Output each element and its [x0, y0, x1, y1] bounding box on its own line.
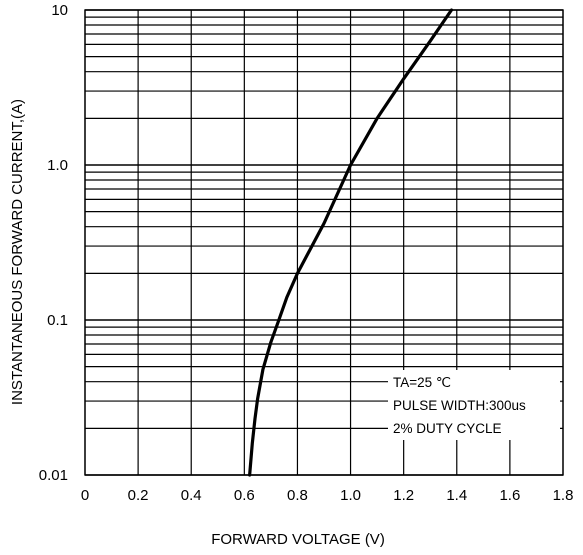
annotation-duty-cycle: 2% DUTY CYCLE: [393, 421, 502, 436]
annotation-background: [388, 370, 560, 440]
x-tick-labels: 0 0.2 0.4 0.6 0.8 1.0 1.2 1.4 1.6 1.8: [81, 487, 574, 504]
x-tick-label: 1.4: [446, 487, 467, 504]
x-axis-label: FORWARD VOLTAGE (V): [211, 531, 385, 548]
y-axis-label: INSTANTANEOUS FORWARD CURRENT,(A): [9, 99, 26, 405]
y-tick-label: 0.01: [39, 467, 68, 484]
y-tick-labels: 0.01 0.1 1.0 10: [39, 2, 68, 484]
y-tick-label: 0.1: [47, 312, 68, 329]
x-tick-label: 1.6: [499, 487, 520, 504]
y-tick-label: 10: [51, 2, 68, 19]
series-line: [248, 8, 454, 477]
x-tick-label: 1.8: [553, 487, 574, 504]
x-tick-label: 0.6: [234, 487, 255, 504]
x-tick-label: 0.8: [287, 487, 308, 504]
annotation-pulse-width: PULSE WIDTH:300us: [393, 398, 526, 413]
x-tick-label: 0: [81, 487, 89, 504]
annotation-temperature: TA=25 ℃: [393, 375, 451, 390]
x-tick-label: 0.4: [181, 487, 202, 504]
x-tick-label: 1.2: [393, 487, 414, 504]
y-tick-label: 1.0: [47, 157, 68, 174]
x-tick-label: 0.2: [128, 487, 149, 504]
x-tick-label: 1.0: [340, 487, 361, 504]
plot-border: [84, 9, 564, 476]
